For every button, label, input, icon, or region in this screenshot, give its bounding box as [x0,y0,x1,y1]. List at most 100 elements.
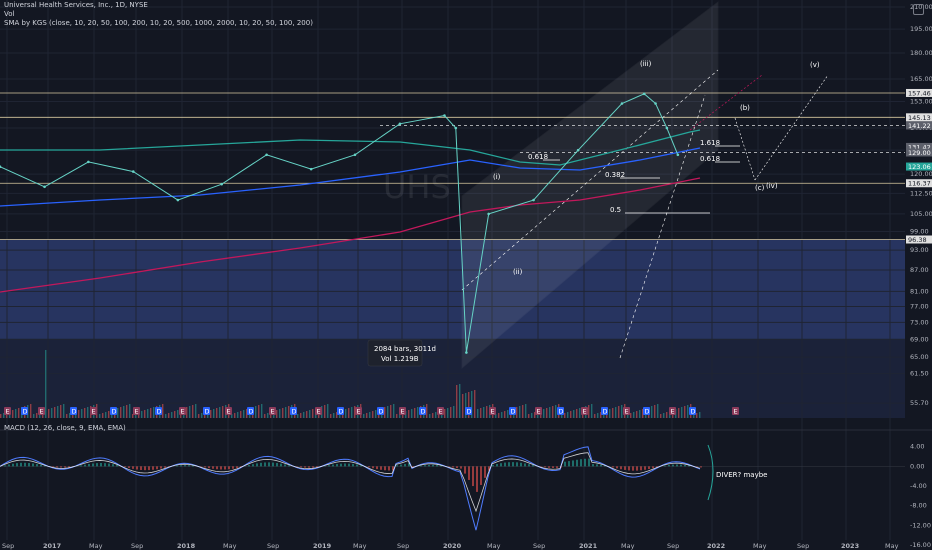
x-tick-label-2: May [89,542,103,550]
volume-bar-78 [78,410,80,418]
volume-bar-267 [267,413,269,418]
macd-hist-bar-100 [100,462,102,467]
macd-hist-bar-480 [480,466,482,485]
price-point-11 [454,126,458,130]
macd-hist-bar-156 [156,466,158,470]
volume-bar-363 [363,414,365,418]
macd-tick-label-1: 0.00 [910,462,924,470]
volume-bar-276 [276,410,278,418]
macd-hist-bar-652 [652,466,654,469]
fib-label-4: 0.5 [610,206,621,214]
volume-bar-264 [264,414,266,418]
volume-bar-240 [240,411,242,418]
price-point-20 [676,153,680,157]
y-tick-label-1: 61.50 [910,370,929,378]
volume-bar-366 [366,413,368,418]
volume-bar-126 [126,405,128,418]
macd-hist-bar-16 [16,463,18,467]
y-tick-label-12: 120.00 [910,170,932,178]
volume-bar-30 [30,404,32,418]
macd-hist-bar-164 [164,466,166,468]
volume-bar-393 [393,404,395,418]
volume-bar-531 [531,413,533,418]
price-point-19 [665,126,669,130]
macd-hist-bar-360 [360,465,362,467]
volume-bar-483 [483,407,485,418]
macd-hist-bar-36 [36,464,38,467]
volume-bar-528 [528,414,530,418]
volume-bar-303 [303,412,305,418]
settings-icon[interactable] [913,4,924,15]
event-badge-27 [601,407,608,415]
event-badge-label-9: D [205,408,210,416]
sma-legend: SMA by KGS (close, 10, 20, 50, 100, 200,… [4,19,313,27]
volume-bar-216 [216,408,218,418]
price-point-9 [398,122,402,126]
y-tick-label-8: 93.00 [910,246,929,254]
volume-bar-462 [462,394,464,418]
macd-hist-bar-464 [464,466,466,474]
x-tick-label-8: May [353,542,367,550]
sma-magenta-line [0,177,701,293]
wave-label-6: (iv) [766,182,778,190]
macd-hist-bar-628 [628,466,630,471]
macd-hist-bar-556 [556,466,558,468]
y-tick-label-9: 99.00 [910,227,929,235]
event-badge-label-19: D [421,408,426,416]
volume-bar-411 [411,409,413,418]
macd-hist-bar-456 [456,466,458,469]
stats-bars-label: 2084 bars, 3011d [374,345,436,353]
volume-bar-120 [120,407,122,418]
macd-hist-bar-272 [272,462,274,467]
fib-label-1: 1.618 [700,139,720,147]
macd-hist-bar-284 [284,464,286,467]
macd-hist-bar-388 [388,466,390,471]
volume-bar-330 [330,414,332,418]
macd-hist-bar-32 [32,463,34,467]
macd-hist-bar-460 [460,466,462,469]
volume-bar-495 [495,414,497,418]
macd-hist-bar-60 [60,466,62,468]
volume-bar-279 [279,409,281,418]
macd-hist-bar-116 [116,465,118,467]
event-badge-6 [133,407,140,415]
volume-bar-468 [468,392,470,418]
event-badge-label-32: E [734,408,738,416]
y-tick-label-5: 77.00 [910,303,929,311]
macd-hist-bar-220 [220,466,222,470]
event-badge-13 [290,407,297,415]
macd-hist-bar-232 [232,466,234,469]
volume-bar-45 [45,350,47,418]
volume-bar-597 [597,413,599,418]
price-badge-label-6: 116.37 [908,180,931,188]
x-tick-label-17: May [753,542,767,550]
volume-bar-324 [324,405,326,418]
macd-tick-label-2: -4.00 [910,482,927,490]
macd-hist-bar-208 [208,466,210,469]
volume-bar-474 [474,390,476,418]
price-badge-3 [906,142,932,151]
event-badge-2 [38,407,45,415]
volume-bar-390 [390,405,392,418]
volume-bar-192 [192,405,194,418]
volume-bar-336 [336,412,338,418]
macd-hist-bar-644 [644,466,646,470]
macd-hist-bar-528 [528,464,530,467]
macd-hist-bar-56 [56,466,58,468]
macd-hist-bar-376 [376,466,378,470]
macd-hist-bar-428 [428,464,430,467]
macd-hist-bar-328 [328,465,330,467]
volume-bar-312 [312,409,314,418]
volume-bar-639 [639,410,641,418]
price-badge-6 [906,179,932,188]
price-badge-label-5: 123.06 [908,163,931,171]
macd-hist-bar-84 [84,464,86,467]
macd-hist-bar-228 [228,466,230,470]
macd-hist-bar-532 [532,465,534,467]
macd-hist-bar-112 [112,464,114,467]
volume-bar-99 [99,414,101,418]
price-badge-5 [906,162,932,171]
macd-hist-bar-580 [580,459,582,467]
macd-hist-bar-552 [552,466,554,468]
